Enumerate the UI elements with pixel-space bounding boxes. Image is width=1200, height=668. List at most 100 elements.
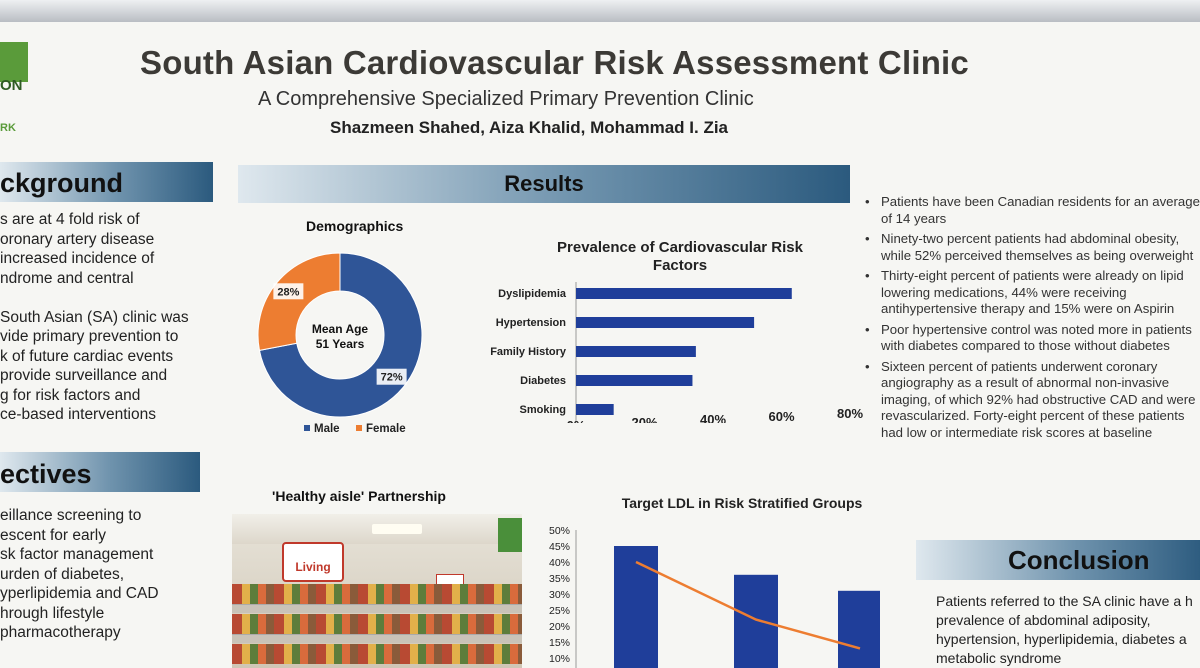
donut-slice-label: 28%: [277, 286, 299, 298]
background-text: s are at 4 fold risk of oronary artery di…: [0, 210, 215, 425]
ldl-bar: [614, 546, 658, 668]
ldl-tick-label: 15%: [549, 637, 570, 649]
background-line: increased incidence of: [0, 250, 155, 267]
background-line: ndrome and central: [0, 269, 134, 287]
risk-factors-bar-chart: Prevalence of Cardiovascular RiskFactors…: [490, 239, 863, 423]
photo-sign-text: Living: [295, 560, 331, 574]
risk-category-label: Hypertension: [496, 317, 567, 329]
poster-rail: [0, 0, 1200, 22]
results-bullets: Patients have been Canadian residents fo…: [865, 194, 1200, 445]
photo-healthy-living-sign: Living: [282, 542, 344, 582]
legend-swatch-female: [356, 425, 362, 431]
objectives-line: yperlipidemia and CAD: [0, 585, 159, 602]
ldl-tick-label: 10%: [549, 653, 570, 665]
risk-tick-label: 0%: [567, 418, 586, 423]
results-bullet: Poor hypertensive control was noted more…: [865, 322, 1200, 355]
photo-shelf: [232, 604, 522, 613]
risk-category-label: Smoking: [520, 404, 566, 416]
background-line: [0, 288, 215, 308]
background-heading: ckground: [0, 162, 213, 202]
background-line: g for risk factors and: [0, 386, 141, 404]
photo-goods-row: [232, 644, 522, 664]
results-bullet: Sixteen percent of patients underwent co…: [865, 359, 1200, 442]
risk-bar: [576, 317, 755, 328]
ldl-tick-label: 30%: [549, 589, 570, 601]
poster-board: ON RK South Asian Cardiovascular Risk As…: [0, 22, 1200, 668]
conclusion-line: prevalence of abdominal adiposity,: [936, 612, 1151, 628]
background-line: vide primary prevention to: [0, 328, 179, 345]
objectives-line: hrough lifestyle: [0, 604, 105, 622]
objectives-line: urden of diabetes,: [0, 565, 125, 583]
risk-category-label: Diabetes: [520, 375, 566, 387]
risk-bar: [576, 288, 792, 299]
results-bullet: Thirty-eight percent of patients were al…: [865, 268, 1200, 318]
legend-label-male: Male: [314, 423, 340, 435]
poster-title: South Asian Cardiovascular Risk Assessme…: [140, 44, 969, 81]
donut-slice-female: [257, 252, 341, 351]
objectives-text: eillance screening to escent for early sk …: [0, 506, 215, 643]
logo-fragment-top: ON: [0, 77, 23, 94]
background-line: oronary artery disease: [0, 230, 155, 248]
legend-label-female: Female: [366, 423, 406, 435]
conclusion-line: hypertension, hyperlipidemia, diabetes a: [936, 631, 1187, 647]
healthy-aisle-photo: Living: [232, 514, 522, 668]
ldl-tick-label: 20%: [549, 621, 570, 633]
photo-light: [372, 524, 422, 534]
objectives-line: escent for early: [0, 526, 106, 544]
risk-chart-title-line2: Factors: [653, 257, 707, 274]
conclusion-line: Patients referred to the SA clinic have …: [936, 593, 1193, 609]
objectives-line: eillance screening to: [0, 507, 142, 524]
donut-slice-label: 72%: [381, 372, 403, 384]
poster-subtitle: A Comprehensive Specialized Primary Prev…: [258, 88, 754, 110]
donut-label-box: [273, 283, 304, 300]
demographics-title: Demographics: [306, 218, 404, 234]
ldl-tick-label: 45%: [549, 541, 570, 553]
donut-center-line2: 51 Years: [316, 337, 365, 351]
ldl-tick-label: 25%: [549, 605, 570, 617]
background-line: k of future cardiac events: [0, 347, 174, 365]
ldl-bar: [734, 574, 778, 668]
ldl-chart-title: Target LDL in Risk Stratified Groups: [622, 495, 863, 511]
photo-goods-row: [232, 584, 522, 604]
photo-shelf: [232, 634, 522, 643]
ldl-tick-label: 40%: [549, 557, 570, 569]
donut-center-line1: Mean Age: [312, 322, 369, 336]
background-line: provide surveillance and: [0, 367, 168, 384]
ldl-tick-label: 35%: [549, 573, 570, 585]
ldl-line-series: [635, 560, 861, 650]
risk-tick-label: 40%: [700, 412, 726, 423]
risk-bar: [576, 346, 696, 357]
background-line: ce-based interventions: [0, 406, 156, 423]
objectives-line: pharmacotherapy: [0, 624, 121, 641]
risk-category-label: Family History: [490, 346, 567, 358]
results-heading: Results: [238, 165, 850, 203]
risk-bar: [576, 375, 693, 386]
objectives-line: sk factor management: [0, 546, 154, 563]
logo-fragment-bottom: RK: [0, 122, 16, 134]
ldl-tick-label: 50%: [549, 525, 570, 537]
results-bullet: Ninety-two percent patients had abdomina…: [865, 231, 1200, 264]
risk-tick-label: 60%: [768, 409, 794, 423]
conclusion-heading: Conclusion: [916, 540, 1200, 580]
risk-tick-label: 20%: [631, 415, 657, 423]
legend-swatch-male: [304, 425, 310, 431]
poster-authors: Shazmeen Shahed, Aiza Khalid, Mohammad I…: [330, 118, 729, 137]
background-line: s are at 4 fold risk of: [0, 211, 140, 228]
results-bullet: Patients have been Canadian residents fo…: [865, 194, 1200, 227]
photo-green-sign: [498, 518, 522, 552]
risk-chart-title-line1: Prevalence of Cardiovascular Risk: [557, 239, 804, 256]
objectives-heading: ectives: [0, 452, 200, 492]
ldl-bar: [838, 590, 880, 668]
logo-icon: [0, 42, 28, 82]
risk-bar: [576, 404, 614, 415]
conclusion-text: Patients referred to the SA clinic have …: [936, 592, 1200, 668]
risk-category-label: Dyslipidemia: [498, 288, 567, 300]
conclusion-line: metabolic syndrome: [936, 650, 1062, 666]
photo-goods-row: [232, 614, 522, 634]
background-line: South Asian (SA) clinic was: [0, 308, 189, 326]
healthy-aisle-title: 'Healthy aisle' Partnership: [272, 488, 446, 504]
risk-tick-label: 80%: [837, 406, 863, 421]
target-ldl-chart: Target LDL in Risk Stratified Groups 50% 4…: [549, 495, 880, 668]
donut-label-box: [376, 368, 407, 385]
